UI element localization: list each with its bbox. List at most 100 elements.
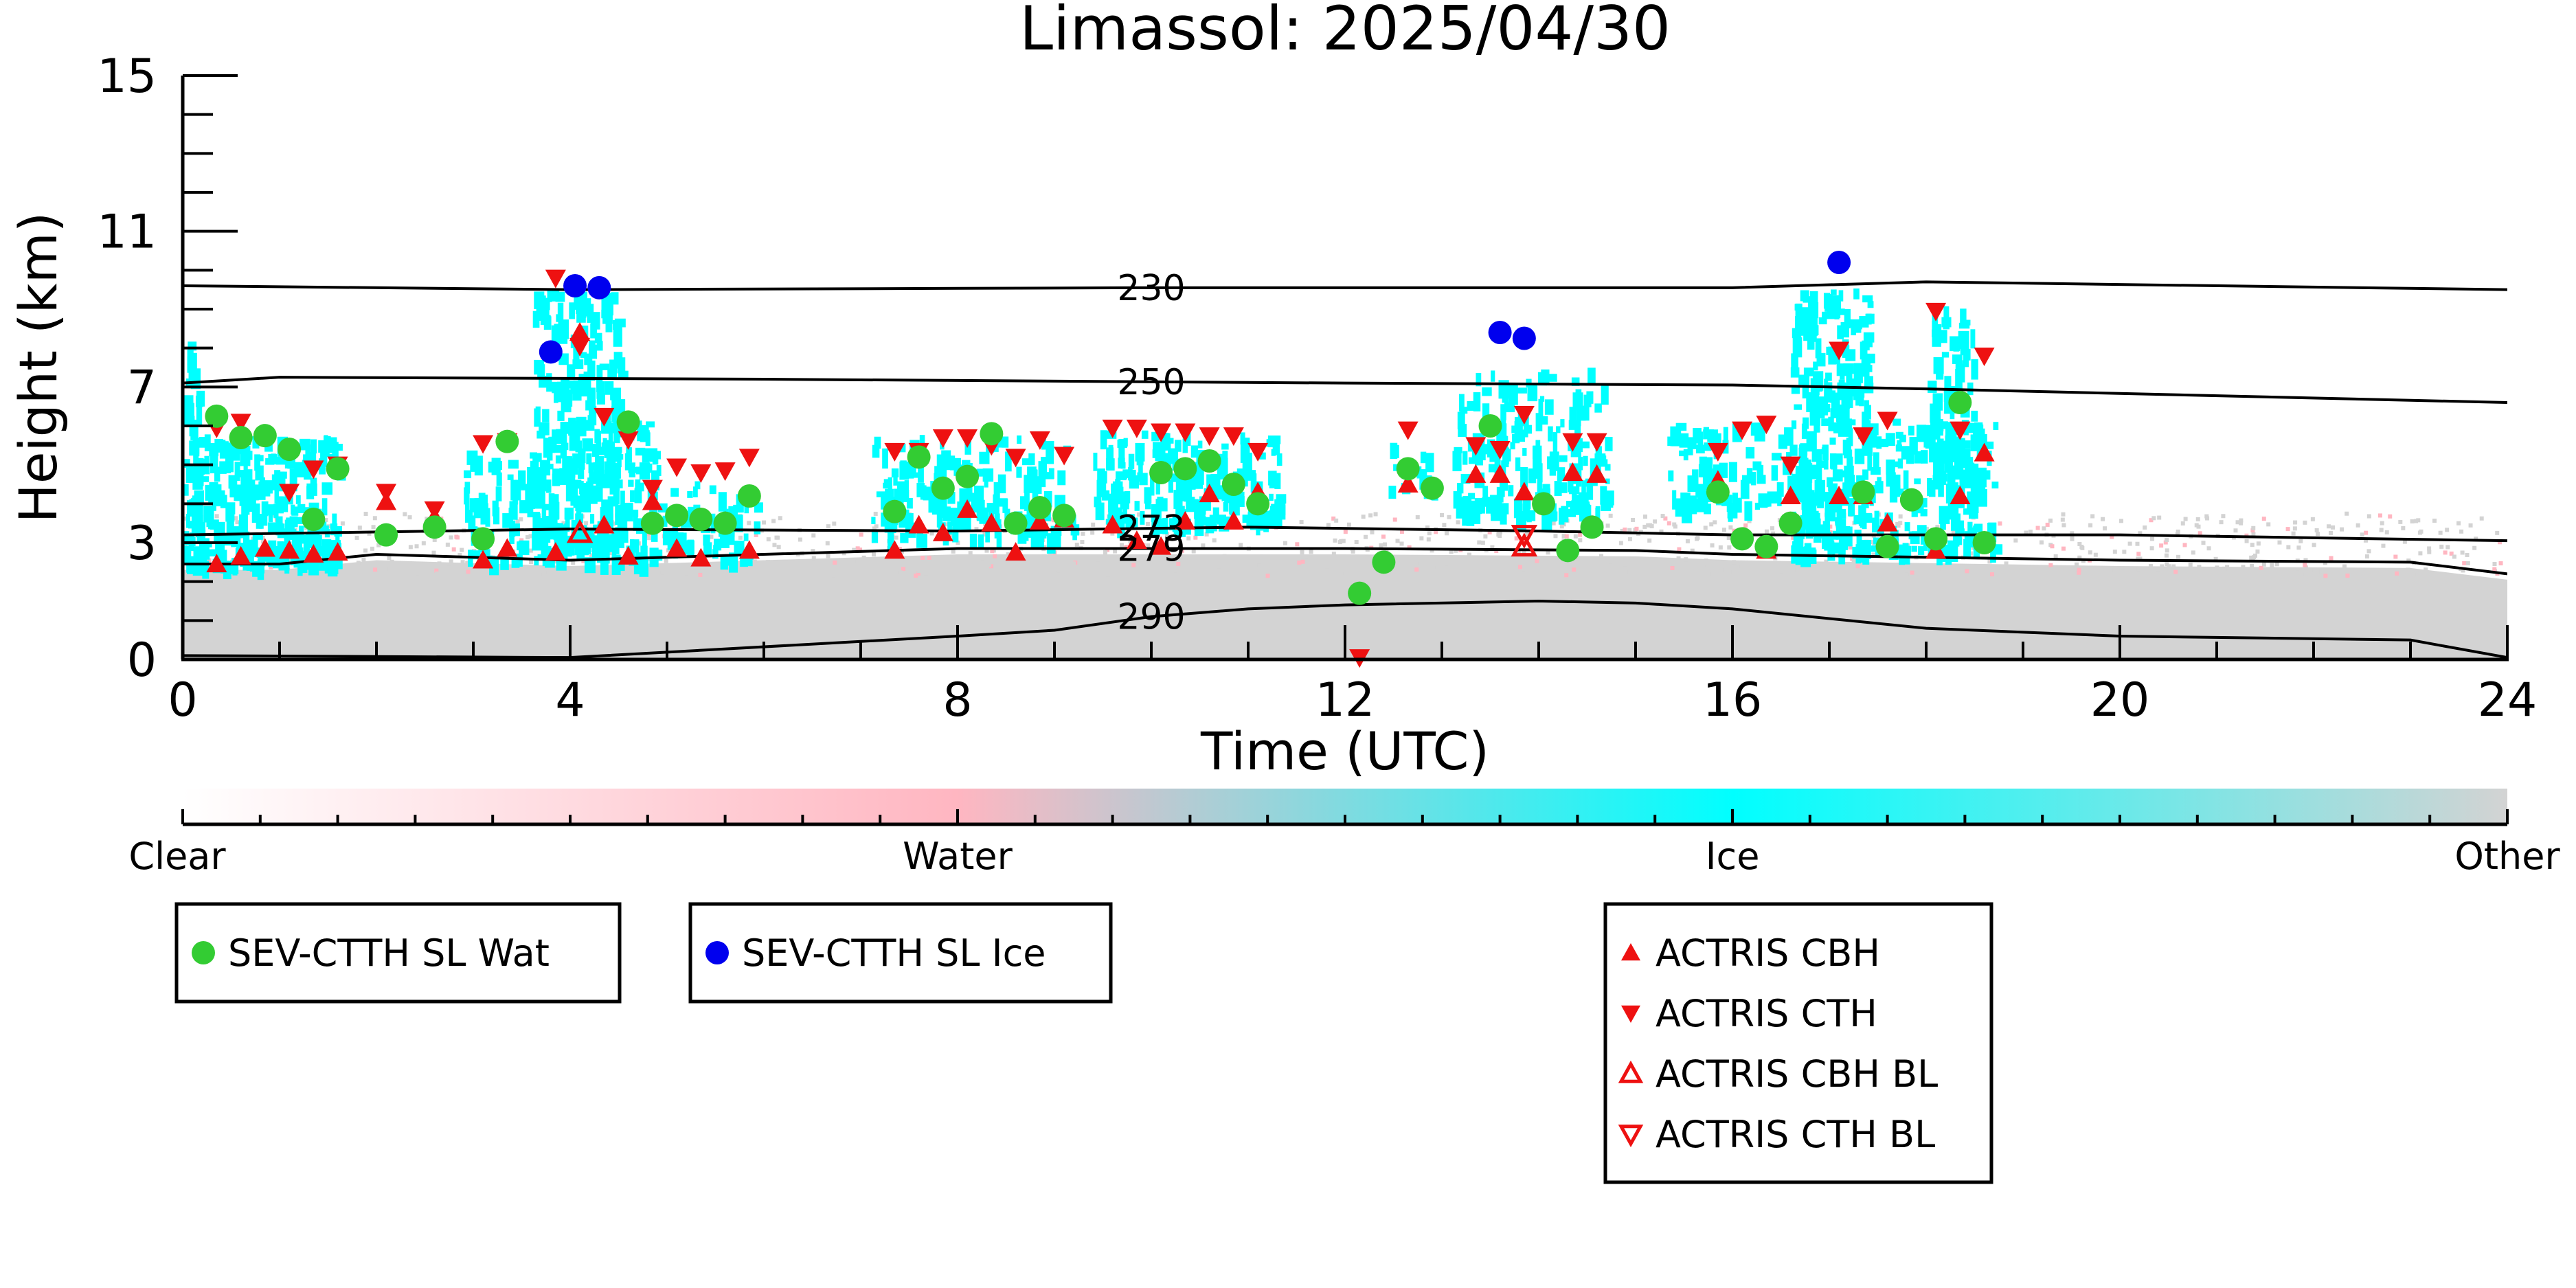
ice-cloud-pixel [630,490,635,503]
other-speckle [408,545,413,550]
ice-cloud-pixel [687,490,693,498]
other-speckle [1177,570,1182,575]
ice-cloud-pixel [1581,480,1586,495]
other-speckle [2188,562,2193,567]
ice-cloud-pixel [1899,544,1906,565]
other-speckle [2366,549,2371,554]
ice-cloud-pixel [532,512,541,532]
ice-cloud-pixel [1848,526,1853,547]
other-speckle [529,560,534,565]
other-speckle [947,563,951,567]
ice-cloud-pixel [1813,361,1818,371]
ice-cloud-pixel [609,359,618,374]
ice-cloud-pixel [606,300,613,316]
other-speckle [589,553,594,558]
other-speckle [859,532,863,537]
other-speckle [1096,561,1100,566]
other-speckle [1522,549,1526,554]
ice-cloud-pixel [1601,385,1609,405]
ice-cloud-pixel [1974,481,1982,501]
ice-cloud-pixel [1568,420,1577,430]
other-speckle [1399,530,1404,534]
other-speckle [1577,563,1582,567]
ice-cloud-pixel [1500,508,1507,525]
other-speckle [1140,569,1145,574]
sev-ctth-sl-wat-marker [616,410,640,434]
other-speckle [2340,527,2345,532]
ice-cloud-pixel [923,486,931,501]
ice-cloud-pixel [1906,446,1914,464]
ice-cloud-pixel [1955,369,1963,389]
ice-cloud-pixel [1221,443,1229,450]
ice-cloud-pixel [1486,497,1493,514]
ice-cloud-pixel [1690,440,1697,449]
ice-cloud-pixel [556,328,564,338]
ice-cloud-pixel [1454,447,1462,453]
ice-cloud-pixel [1539,396,1545,402]
other-speckle [1905,564,1910,569]
other-speckle [2329,556,2334,561]
other-speckle [1239,543,1243,547]
other-speckle [435,572,440,576]
ice-cloud-pixel [247,469,253,489]
ice-cloud-pixel [589,514,595,524]
other-speckle [2070,536,2075,541]
ice-cloud-pixel [1548,511,1558,521]
other-speckle [465,561,470,565]
other-speckle [1649,524,1654,529]
actris-cbh-marker [738,540,760,559]
other-speckle [2109,571,2114,576]
ice-cloud-pixel [1182,438,1188,453]
ice-cloud-pixel [1970,329,1976,349]
ice-cloud-pixel [916,534,927,548]
ice-cloud-pixel [893,475,898,486]
actris-cbh-bl-marker [566,519,594,543]
other-speckle [2398,519,2403,524]
ice-cloud-pixel [900,532,909,543]
ice-cloud-pixel [1582,405,1590,421]
ice-cloud-pixel [1460,407,1468,414]
other-speckle [1951,529,1956,534]
ice-cloud-pixel [940,460,947,477]
other-speckle [1331,516,1336,521]
ice-cloud-pixel [488,461,495,473]
actris-cbh-marker [1223,510,1244,530]
other-speckle [2077,555,2082,560]
other-speckle [1642,515,1647,519]
other-speckle [609,551,613,556]
ice-cloud-pixel [554,392,558,403]
ice-cloud-pixel [962,460,971,466]
other-speckle [1764,529,1769,534]
ice-cloud-pixel [1269,493,1274,501]
other-speckle [1626,561,1631,565]
sev-ctth-sl-ice-marker [563,274,587,297]
ice-cloud-pixel [620,490,625,508]
ice-cloud-pixel [274,484,280,504]
ice-cloud-pixel [1837,325,1844,339]
ice-cloud-pixel [578,453,585,470]
ice-cloud-pixel [240,445,251,466]
other-speckle [1660,514,1665,519]
other-speckle [2233,528,2238,533]
other-speckle [1924,526,1929,531]
ice-cloud-pixel [931,506,941,515]
other-speckle [1414,567,1419,572]
other-speckle [1217,564,1221,569]
ice-cloud-pixel [580,539,589,556]
ice-cloud-pixel [570,381,581,392]
other-speckle [2244,539,2249,543]
other-speckle [2173,569,2178,574]
other-speckle [2345,511,2349,516]
ice-cloud-pixel [303,454,308,461]
y-tick-label: 0 [127,633,157,688]
ice-cloud-pixel [220,495,227,508]
other-speckle [1078,561,1083,565]
other-speckle [1212,538,1217,543]
ice-cloud-pixel [1803,368,1814,376]
other-speckle [1599,554,1604,558]
ice-cloud-pixel [1568,475,1574,493]
ice-cloud-pixel [618,530,629,543]
ice-cloud-pixel [1960,335,1965,356]
other-speckle [2171,564,2176,569]
ice-cloud-pixel [183,459,190,468]
